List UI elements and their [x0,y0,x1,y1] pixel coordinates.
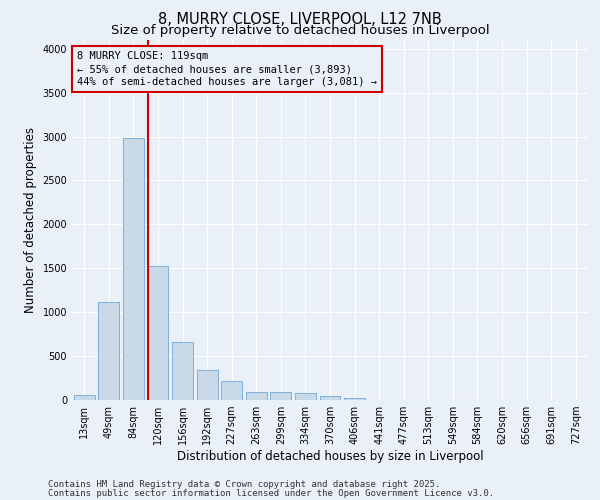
Bar [295,394,316,400]
Bar [148,266,169,400]
Text: Size of property relative to detached houses in Liverpool: Size of property relative to detached ho… [110,24,490,37]
Bar [246,392,267,400]
Y-axis label: Number of detached properties: Number of detached properties [24,127,37,313]
Text: 8, MURRY CLOSE, LIVERPOOL, L12 7NB: 8, MURRY CLOSE, LIVERPOOL, L12 7NB [158,12,442,28]
Bar [320,396,340,400]
Bar [172,342,193,400]
Bar [123,138,144,400]
Bar [74,395,95,400]
Text: 8 MURRY CLOSE: 119sqm
← 55% of detached houses are smaller (3,893)
44% of semi-d: 8 MURRY CLOSE: 119sqm ← 55% of detached … [77,51,377,87]
Text: Contains HM Land Registry data © Crown copyright and database right 2025.: Contains HM Land Registry data © Crown c… [48,480,440,489]
Bar [221,381,242,400]
X-axis label: Distribution of detached houses by size in Liverpool: Distribution of detached houses by size … [176,450,484,463]
Bar [98,302,119,400]
Text: Contains public sector information licensed under the Open Government Licence v3: Contains public sector information licen… [48,489,494,498]
Bar [344,398,365,400]
Bar [271,392,292,400]
Bar [197,370,218,400]
